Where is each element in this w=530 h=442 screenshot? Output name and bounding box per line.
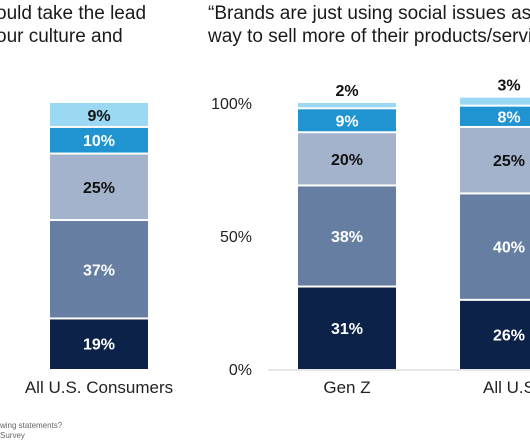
data-label-2-1-2: 38%	[331, 229, 363, 246]
category-label-1-1: All U.S. Consumers	[25, 378, 173, 397]
bar-1-1-segment-3	[50, 153, 148, 221]
data-label-1-1-4: 10%	[83, 133, 115, 150]
y-tick-label-50pct: 50%	[220, 229, 252, 246]
bar-2-1-segment-1	[298, 286, 396, 369]
bar-2-2-separator-3	[460, 125, 530, 128]
bar-1-1-separator-1	[50, 317, 148, 320]
bar-1-1-segment-2	[50, 220, 148, 319]
data-label-2-2-4: 8%	[497, 109, 520, 126]
bar-2-1-separator-4	[298, 107, 396, 110]
chart-2-heading-line-2: way to sell more of their products/servi	[207, 26, 530, 47]
bar-2-1-segment-2	[298, 185, 396, 287]
footnote-line-2: Survey	[0, 431, 25, 440]
data-label-2-1-5: 2%	[335, 83, 358, 100]
bar-2-1-segment-3	[298, 132, 396, 186]
data-label-1-1-1: 19%	[83, 337, 115, 354]
bar-1-1-separator-4	[50, 125, 148, 128]
bar-2-2-segment-5	[460, 97, 530, 106]
bar-2-2-segment-3	[460, 126, 530, 194]
data-label-1-1-2: 37%	[83, 262, 115, 279]
bar-1-1-segment-4	[50, 126, 148, 154]
bar-2-2-separator-4	[460, 104, 530, 107]
data-label-2-1-1: 31%	[331, 321, 363, 338]
chart-1-heading-line-2: our culture and	[0, 26, 123, 47]
bar-2-2-segment-1	[460, 299, 530, 369]
bar-1-1-separator-2	[50, 219, 148, 222]
data-label-1-1-5: 9%	[87, 108, 110, 125]
bar-2-1-separator-2	[298, 184, 396, 187]
data-label-2-2-2: 40%	[493, 240, 525, 257]
bar-2-2-segment-4	[460, 105, 530, 127]
category-label-2-2: All U.S	[483, 378, 530, 397]
data-label-2-2-1: 26%	[493, 327, 525, 344]
bar-2-2-separator-1	[460, 298, 530, 301]
data-label-2-2-5: 3%	[497, 78, 520, 95]
footnote-line-1: wing statements?	[0, 421, 63, 430]
chart-1-heading-line-1: ould take the lead	[0, 3, 146, 24]
data-label-2-1-3: 20%	[331, 152, 363, 169]
y-tick-label-100pct: 100%	[211, 96, 252, 113]
bar-1-1-separator-3	[50, 152, 148, 155]
bar-1-1-segment-1	[50, 318, 148, 369]
bar-2-1-separator-3	[298, 131, 396, 134]
y-tick-label-0pct: 0%	[229, 362, 252, 379]
bar-2-1-separator-1	[298, 285, 396, 288]
bar-2-2-segment-2	[460, 193, 530, 300]
chart-2-heading-line-1: “Brands are just using social issues as	[208, 3, 530, 24]
bar-2-1-segment-5	[298, 103, 396, 109]
data-label-1-1-3: 25%	[83, 180, 115, 197]
data-label-2-1-4: 9%	[335, 113, 358, 130]
bar-2-1-segment-4	[298, 108, 396, 133]
category-label-2-1: Gen Z	[323, 378, 370, 397]
data-label-2-2-3: 25%	[493, 153, 525, 170]
bar-1-1-segment-5	[50, 103, 148, 127]
bar-2-2-separator-2	[460, 192, 530, 195]
